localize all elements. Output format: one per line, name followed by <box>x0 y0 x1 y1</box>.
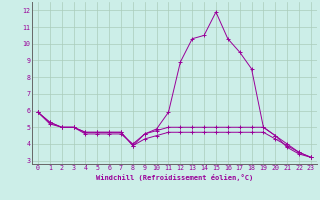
X-axis label: Windchill (Refroidissement éolien,°C): Windchill (Refroidissement éolien,°C) <box>96 174 253 181</box>
